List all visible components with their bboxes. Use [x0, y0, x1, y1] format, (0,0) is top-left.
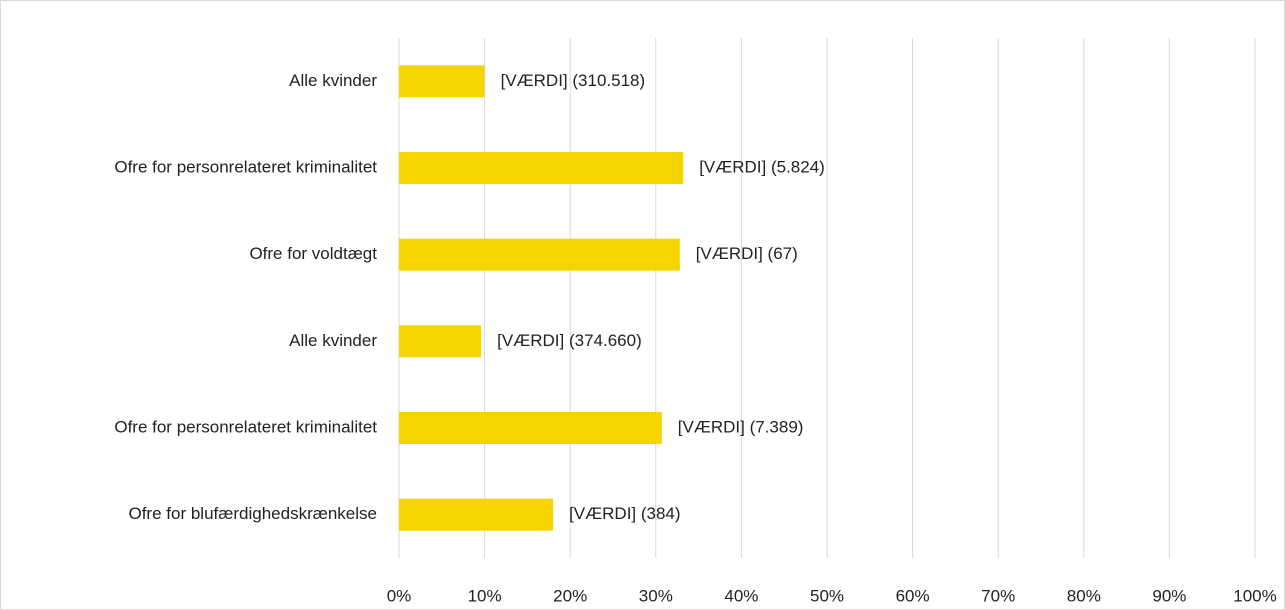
- bar: [399, 325, 482, 358]
- bar: [399, 152, 684, 184]
- y-tick-label: Alle kvinder: [289, 331, 377, 350]
- bar: [399, 412, 662, 444]
- y-tick-label: Alle kvinder: [289, 71, 377, 90]
- data-label: [VÆRDI] (310.518): [501, 71, 646, 90]
- y-tick-label: Ofre for personrelateret kriminalitet: [114, 157, 377, 176]
- x-tick-label: 80%: [1067, 586, 1101, 605]
- x-tick-label: 60%: [896, 586, 930, 605]
- x-tick-label: 0%: [387, 586, 412, 605]
- data-label: [VÆRDI] (67): [696, 244, 798, 263]
- y-tick-label: Ofre for personrelateret kriminalitet: [114, 417, 377, 436]
- data-label: [VÆRDI] (384): [569, 504, 680, 523]
- x-tick-label: 50%: [810, 586, 844, 605]
- x-tick-label: 70%: [981, 586, 1015, 605]
- bar: [399, 498, 554, 531]
- y-tick-label: Ofre for blufærdighedskrænkelse: [128, 504, 377, 523]
- y-tick-label: Ofre for voldtægt: [249, 244, 377, 263]
- bar: [399, 238, 680, 271]
- x-tick-label: 30%: [639, 586, 673, 605]
- x-tick-label: 40%: [724, 586, 758, 605]
- x-tick-label: 90%: [1152, 586, 1186, 605]
- bar: [399, 65, 485, 98]
- data-label: [VÆRDI] (5.824): [699, 157, 825, 176]
- x-tick-label: 20%: [553, 586, 587, 605]
- x-tick-label: 100%: [1233, 586, 1276, 605]
- data-label: [VÆRDI] (7.389): [678, 417, 804, 436]
- x-tick-label: 10%: [468, 586, 502, 605]
- data-label: [VÆRDI] (374.660): [497, 331, 642, 350]
